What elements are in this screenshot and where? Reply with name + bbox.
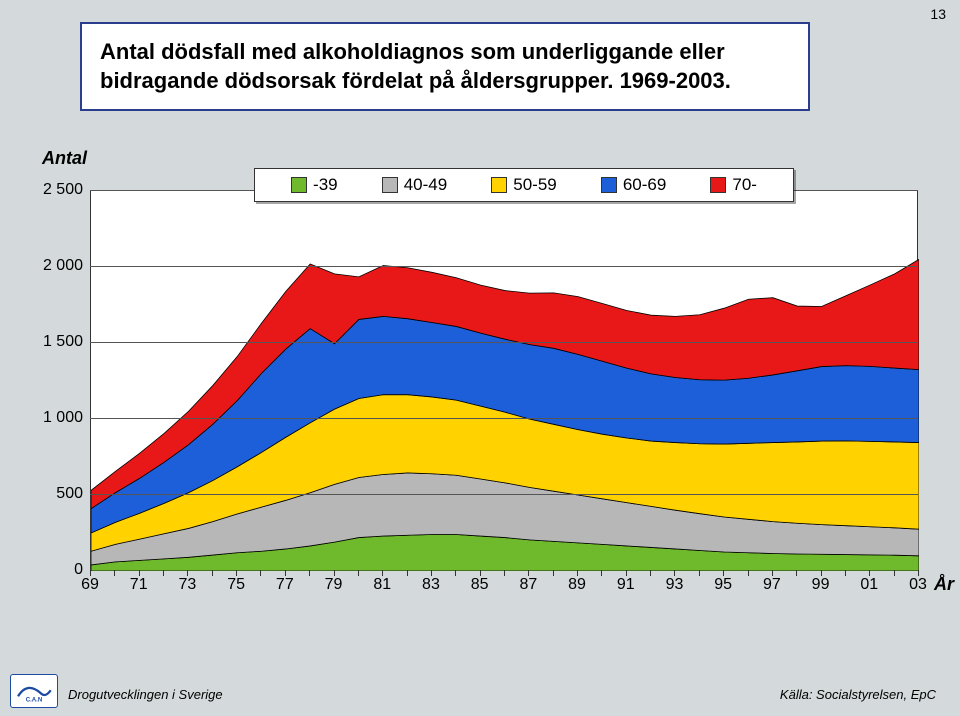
legend-item: 70- bbox=[710, 175, 757, 195]
legend-label: -39 bbox=[313, 175, 338, 195]
logo-text: C.A.N bbox=[26, 697, 43, 703]
x-tick bbox=[504, 570, 505, 576]
x-tick-label: 73 bbox=[179, 576, 197, 594]
legend: -39 40-49 50-59 60-69 70- bbox=[254, 168, 794, 202]
grid-line bbox=[90, 342, 918, 343]
x-tick-label: 03 bbox=[909, 576, 927, 594]
y-tick-label: 0 bbox=[3, 561, 83, 579]
x-tick-label: 71 bbox=[130, 576, 148, 594]
x-tick bbox=[163, 570, 164, 576]
legend-item: 50-59 bbox=[491, 175, 556, 195]
x-tick-label: 75 bbox=[227, 576, 245, 594]
x-tick bbox=[845, 570, 846, 576]
legend-swatch bbox=[291, 177, 307, 193]
y-tick-label: 1 500 bbox=[3, 333, 83, 351]
chart-title: Antal dödsfall med alkoholdiagnos som un… bbox=[80, 22, 810, 111]
x-tick-label: 83 bbox=[422, 576, 440, 594]
slide: 13 Antal dödsfall med alkoholdiagnos som… bbox=[0, 0, 960, 716]
x-tick bbox=[260, 570, 261, 576]
x-tick-label: 95 bbox=[714, 576, 732, 594]
x-tick bbox=[212, 570, 213, 576]
x-tick bbox=[601, 570, 602, 576]
x-tick bbox=[553, 570, 554, 576]
x-tick bbox=[894, 570, 895, 576]
legend-item: 40-49 bbox=[382, 175, 447, 195]
x-axis-label: År bbox=[934, 574, 954, 595]
stacked-area-chart bbox=[91, 191, 919, 571]
grid-line bbox=[90, 494, 918, 495]
plot-area bbox=[90, 190, 918, 570]
x-tick-label: 89 bbox=[568, 576, 586, 594]
x-tick bbox=[407, 570, 408, 576]
chart-area: -3940-4950-5960-6970- År 05001 0001 5002… bbox=[90, 168, 918, 598]
legend-swatch bbox=[382, 177, 398, 193]
x-tick-label: 85 bbox=[471, 576, 489, 594]
x-tick bbox=[114, 570, 115, 576]
grid-line bbox=[90, 266, 918, 267]
legend-label: 60-69 bbox=[623, 175, 666, 195]
x-tick bbox=[748, 570, 749, 576]
legend-item: 60-69 bbox=[601, 175, 666, 195]
x-tick-label: 69 bbox=[81, 576, 99, 594]
x-tick-label: 01 bbox=[860, 576, 878, 594]
legend-label: 40-49 bbox=[404, 175, 447, 195]
x-tick bbox=[455, 570, 456, 576]
x-tick bbox=[796, 570, 797, 576]
x-tick-label: 91 bbox=[617, 576, 635, 594]
x-tick bbox=[309, 570, 310, 576]
y-tick-label: 2 500 bbox=[3, 181, 83, 199]
y-tick-label: 2 000 bbox=[3, 257, 83, 275]
legend-swatch bbox=[491, 177, 507, 193]
y-axis-label: Antal bbox=[42, 148, 87, 169]
legend-swatch bbox=[710, 177, 726, 193]
y-tick-label: 500 bbox=[3, 485, 83, 503]
x-tick-label: 79 bbox=[325, 576, 343, 594]
footer-right: Källa: Socialstyrelsen, EpC bbox=[780, 687, 936, 702]
logo: C.A.N bbox=[10, 674, 58, 708]
grid-line bbox=[90, 418, 918, 419]
footer-left: Drogutvecklingen i Sverige bbox=[68, 687, 223, 702]
legend-item: -39 bbox=[291, 175, 338, 195]
x-tick-label: 97 bbox=[763, 576, 781, 594]
x-tick bbox=[650, 570, 651, 576]
x-tick-label: 87 bbox=[519, 576, 537, 594]
x-tick-label: 93 bbox=[666, 576, 684, 594]
legend-label: 70- bbox=[732, 175, 757, 195]
legend-label: 50-59 bbox=[513, 175, 556, 195]
x-tick-label: 99 bbox=[812, 576, 830, 594]
x-tick-label: 81 bbox=[373, 576, 391, 594]
x-tick bbox=[358, 570, 359, 576]
logo-icon: C.A.N bbox=[15, 679, 53, 703]
x-tick-label: 77 bbox=[276, 576, 294, 594]
x-tick bbox=[699, 570, 700, 576]
legend-swatch bbox=[601, 177, 617, 193]
y-tick-label: 1 000 bbox=[3, 409, 83, 427]
page-number: 13 bbox=[930, 6, 946, 22]
